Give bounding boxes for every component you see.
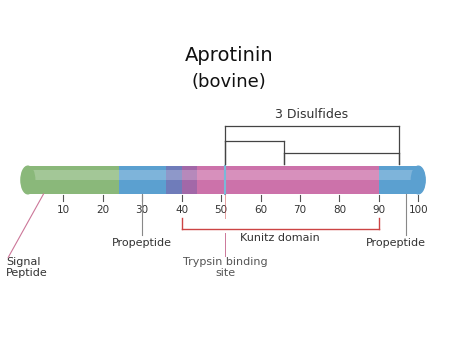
Text: 50: 50 (215, 205, 227, 215)
Text: 80: 80 (333, 205, 346, 215)
Text: 90: 90 (372, 205, 385, 215)
Text: Signal
Peptide: Signal Peptide (6, 257, 48, 278)
Text: 40: 40 (175, 205, 188, 215)
Text: Aprotinin: Aprotinin (185, 46, 273, 64)
Ellipse shape (411, 166, 425, 194)
Text: Trypsin binding
site: Trypsin binding site (183, 257, 267, 278)
Text: 30: 30 (136, 205, 149, 215)
Bar (28, 166, 118, 194)
Text: (bovine): (bovine) (192, 73, 266, 91)
Bar (118, 166, 182, 194)
Text: Propeptide: Propeptide (366, 238, 426, 248)
Bar (28, 170, 418, 180)
Text: 60: 60 (254, 205, 267, 215)
Text: 70: 70 (293, 205, 306, 215)
Text: 20: 20 (96, 205, 109, 215)
Text: Propeptide: Propeptide (112, 238, 172, 248)
Ellipse shape (21, 166, 35, 194)
Bar (379, 166, 418, 194)
Text: Kunitz domain: Kunitz domain (240, 233, 320, 243)
Bar (182, 166, 379, 194)
Text: 3 Disulfides: 3 Disulfides (275, 108, 348, 121)
Text: 10: 10 (57, 205, 70, 215)
Text: 100: 100 (409, 205, 428, 215)
Bar (166, 166, 197, 194)
